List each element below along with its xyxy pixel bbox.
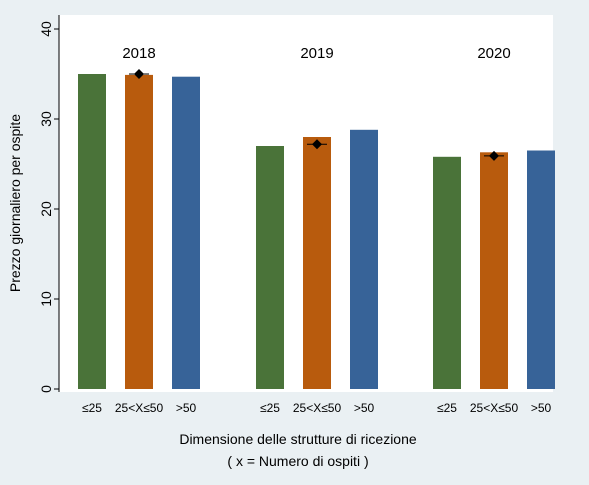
category-label: 25<X≤50 xyxy=(115,401,164,415)
bar xyxy=(256,146,284,389)
x-axis-note: ( x = Numero di ospiti ) xyxy=(227,453,368,469)
category-label: >50 xyxy=(531,401,552,415)
y-tick-label: 20 xyxy=(38,201,54,217)
markers-layer xyxy=(129,69,504,161)
diamond-marker xyxy=(489,150,499,161)
bar xyxy=(350,129,378,390)
y-axis-title: Prezzo giornaliero per ospite xyxy=(7,114,23,292)
bar xyxy=(78,74,106,389)
category-label: ≤25 xyxy=(82,401,102,415)
category-label: >50 xyxy=(354,401,375,415)
y-axis-ticks: 0 10 20 30 40 xyxy=(38,21,59,393)
category-label: >50 xyxy=(176,401,197,415)
bar xyxy=(480,152,508,389)
bars-layer xyxy=(78,74,555,390)
category-label: ≤25 xyxy=(260,401,280,415)
x-axis-title: Dimensione delle strutture di ricezione xyxy=(179,431,417,447)
bar xyxy=(172,76,200,389)
group-title: 2018 xyxy=(122,45,155,62)
y-tick-label: 0 xyxy=(38,385,54,393)
bar xyxy=(527,150,555,389)
category-labels: ≤25 25<X≤50 >50 ≤25 25<X≤50 >50 ≤25 25<X≤50 >50 xyxy=(82,401,551,415)
category-label: 25<X≤50 xyxy=(470,401,519,415)
category-label: 25<X≤50 xyxy=(293,401,342,415)
y-tick-label: 10 xyxy=(38,291,54,307)
bar xyxy=(125,74,153,390)
group-titles: 2018 2019 2020 xyxy=(122,45,510,62)
group-title: 2020 xyxy=(477,45,510,62)
group-title: 2019 xyxy=(300,45,333,62)
category-label: ≤25 xyxy=(437,401,457,415)
y-tick-label: 40 xyxy=(38,21,54,37)
bar xyxy=(303,137,331,389)
diamond-marker xyxy=(312,139,322,150)
y-tick-label: 30 xyxy=(38,111,54,127)
diamond-marker xyxy=(134,69,144,79)
bar xyxy=(433,156,461,389)
